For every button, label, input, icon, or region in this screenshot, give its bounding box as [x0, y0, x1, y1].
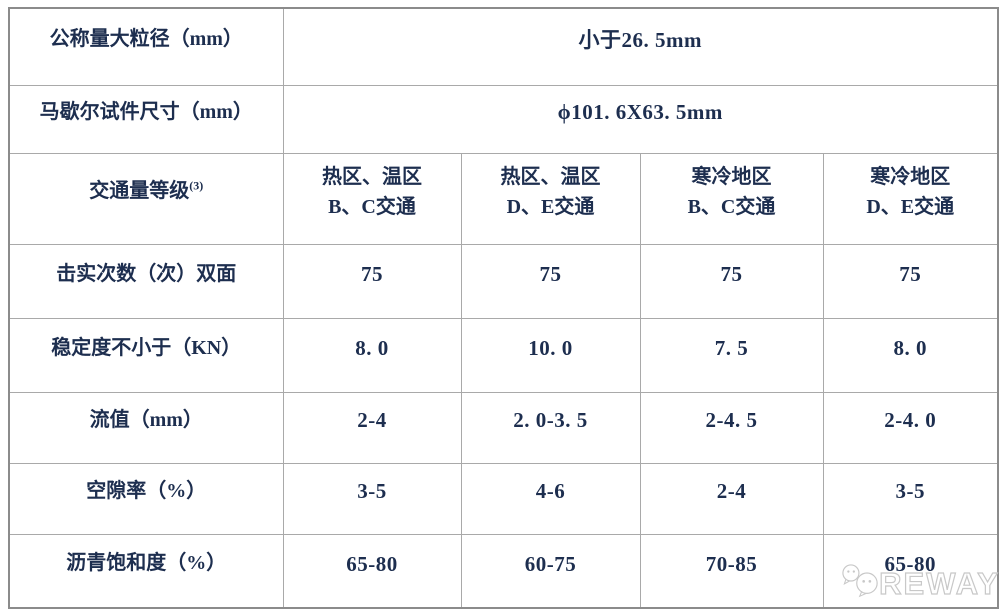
- data-cell: 10. 0: [460, 317, 641, 393]
- column-header-cell: 寒冷地区 B、C交通: [639, 152, 824, 245]
- row-label: 击实次数（次）双面: [8, 243, 284, 319]
- data-cell: 8. 0: [282, 317, 462, 393]
- row-label: 公称量大粒径（mm）: [8, 7, 284, 86]
- data-cell: 75: [282, 243, 462, 319]
- data-cell: 75: [460, 243, 641, 319]
- table-row: 沥青饱和度（%） 65-80 60-75 70-85 65-80: [8, 533, 999, 609]
- data-cell: 2-4. 5: [639, 391, 824, 464]
- row-label: 稳定度不小于（KN）: [8, 317, 284, 393]
- row-merged-value: 小于26. 5mm: [282, 7, 999, 86]
- data-cell: 2-4: [639, 462, 824, 535]
- column-header-cell: 热区、温区 B、C交通: [282, 152, 462, 245]
- column-header-cell: 热区、温区 D、E交通: [460, 152, 641, 245]
- data-cell: 3-5: [822, 462, 999, 535]
- data-cell: 3-5: [282, 462, 462, 535]
- table-row: 马歇尔试件尺寸（mm） ϕ101. 6X63. 5mm: [8, 84, 999, 154]
- marshall-spec-table: 公称量大粒径（mm） 小于26. 5mm 马歇尔试件尺寸（mm） ϕ101. 6X63…: [8, 7, 999, 609]
- data-cell: 2-4: [282, 391, 462, 464]
- table-row: 击实次数（次）双面 75 75 75 75: [8, 243, 999, 319]
- data-cell: 2-4. 0: [822, 391, 999, 464]
- row-label: 空隙率（%）: [8, 462, 284, 535]
- data-cell: 65-80: [282, 533, 462, 609]
- column-header-superscript: (3): [189, 178, 204, 193]
- data-cell: 7. 5: [639, 317, 824, 393]
- row-label: 沥青饱和度（%）: [8, 533, 284, 609]
- table-row: 流值（mm） 2-4 2. 0-3. 5 2-4. 5 2-4. 0: [8, 391, 999, 464]
- table-row: 交通量等级(3) 热区、温区 B、C交通 热区、温区 D、E交通 寒冷地区 B、C交通…: [8, 152, 999, 245]
- spec-table-body: 公称量大粒径（mm） 小于26. 5mm 马歇尔试件尺寸（mm） ϕ101. 6X63…: [8, 7, 999, 609]
- table-row: 空隙率（%） 3-5 4-6 2-4 3-5: [8, 462, 999, 535]
- row-merged-value: ϕ101. 6X63. 5mm: [282, 84, 999, 154]
- data-cell: 65-80: [822, 533, 999, 609]
- data-cell: 2. 0-3. 5: [460, 391, 641, 464]
- row-label: 马歇尔试件尺寸（mm）: [8, 84, 284, 154]
- data-cell: 75: [822, 243, 999, 319]
- column-header-cell: 寒冷地区 D、E交通: [822, 152, 999, 245]
- data-cell: 75: [639, 243, 824, 319]
- table-row: 稳定度不小于（KN） 8. 0 10. 0 7. 5 8. 0: [8, 317, 999, 393]
- data-cell: 8. 0: [822, 317, 999, 393]
- data-cell: 4-6: [460, 462, 641, 535]
- data-cell: 70-85: [639, 533, 824, 609]
- table-row: 公称量大粒径（mm） 小于26. 5mm: [8, 7, 999, 86]
- row-label: 交通量等级(3): [8, 152, 284, 245]
- row-label: 流值（mm）: [8, 391, 284, 464]
- data-cell: 60-75: [460, 533, 641, 609]
